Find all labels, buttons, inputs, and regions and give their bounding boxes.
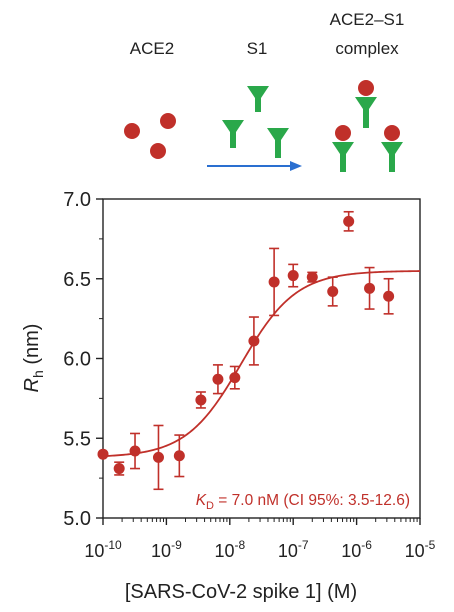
x-tick-label: 10-7	[278, 538, 309, 561]
data-point	[195, 394, 207, 406]
x-tick-label: 10-10	[84, 538, 122, 561]
binding-schematic	[124, 80, 403, 172]
data-point	[248, 335, 260, 347]
y-axis-title-unit: (nm)	[21, 324, 43, 371]
x-tick-label: 10-6	[341, 538, 372, 561]
x-tick-label-exponent: -10	[104, 538, 122, 552]
x-tick-label-exponent: -6	[361, 538, 372, 552]
y-tick-label: 6.5	[63, 269, 91, 291]
fit-curve	[102, 270, 421, 458]
x-tick-label-base: 10	[84, 541, 104, 561]
data-point	[383, 290, 395, 302]
plot-frame	[102, 198, 421, 519]
y-tick-label: 5.0	[63, 508, 91, 530]
data-point	[212, 373, 224, 385]
y-axis-title-subscript: h	[30, 370, 46, 378]
s1-protein-icon	[267, 128, 289, 158]
x-axis: 10-10 10-9 10-8 10-7 10-6 10-5	[84, 518, 436, 561]
ace2-molecule-icon	[358, 80, 374, 96]
x-tick-label-exponent: -9	[171, 538, 182, 552]
data-point	[327, 286, 339, 298]
y-tick-label: 5.5	[63, 428, 91, 450]
s1-protein-icon	[332, 142, 354, 172]
x-tick-label: 10-9	[151, 538, 182, 561]
x-tick-label-exponent: -5	[425, 538, 436, 552]
y-axis: 5.0 5.5 6.0 6.5 7.0	[63, 189, 103, 530]
ace2-molecule-icon	[384, 125, 400, 141]
data-point	[306, 271, 318, 283]
data-point	[287, 270, 299, 282]
x-tick-label-base: 10	[278, 541, 298, 561]
data-point	[343, 215, 355, 227]
s1-protein-icon	[247, 86, 269, 112]
y-axis-title-symbol: R	[21, 378, 43, 392]
data-point	[97, 448, 109, 460]
data-point	[152, 451, 164, 463]
kd-annotation-symbol: K	[196, 492, 207, 509]
data-point	[364, 282, 376, 294]
ace2-molecule-icon	[150, 143, 166, 159]
data-point	[129, 445, 141, 457]
x-axis-title: [SARS-CoV-2 spike 1] (M)	[125, 581, 357, 603]
complex-label-line2: complex	[335, 39, 399, 58]
s1-protein-icon	[222, 120, 244, 148]
x-tick-label: 10-5	[405, 538, 436, 561]
data-point	[113, 463, 125, 475]
data-point	[173, 450, 185, 462]
x-tick-label-base: 10	[151, 541, 171, 561]
data-points	[97, 210, 395, 491]
kd-annotation-subscript: D	[206, 500, 214, 512]
complex-label-line1: ACE2–S1	[330, 10, 405, 29]
x-tick-label-exponent: -8	[234, 538, 245, 552]
ace2-label: ACE2	[130, 39, 174, 58]
data-point	[268, 276, 280, 288]
reaction-arrowhead-icon	[290, 161, 302, 171]
x-tick-label-base: 10	[341, 541, 361, 561]
x-tick-label-base: 10	[214, 541, 234, 561]
x-tick-label: 10-8	[214, 538, 245, 561]
kd-annotation-value: = 7.0 nM (CI 95%: 3.5-12.6)	[214, 492, 410, 509]
y-tick-label: 6.0	[63, 349, 91, 371]
kd-annotation: KD = 7.0 nM (CI 95%: 3.5-12.6)	[196, 492, 410, 512]
x-tick-label-base: 10	[405, 541, 425, 561]
ace2-molecule-icon	[124, 123, 140, 139]
data-point	[229, 372, 241, 384]
s1-label: S1	[247, 39, 268, 58]
s1-protein-icon	[355, 97, 377, 128]
ace2-molecule-icon	[160, 113, 176, 129]
y-axis-title: Rh (nm)	[21, 324, 46, 393]
x-tick-label-exponent: -7	[298, 538, 309, 552]
ace2-molecule-icon	[335, 125, 351, 141]
s1-protein-icon	[381, 142, 403, 172]
y-tick-label: 7.0	[63, 189, 91, 211]
